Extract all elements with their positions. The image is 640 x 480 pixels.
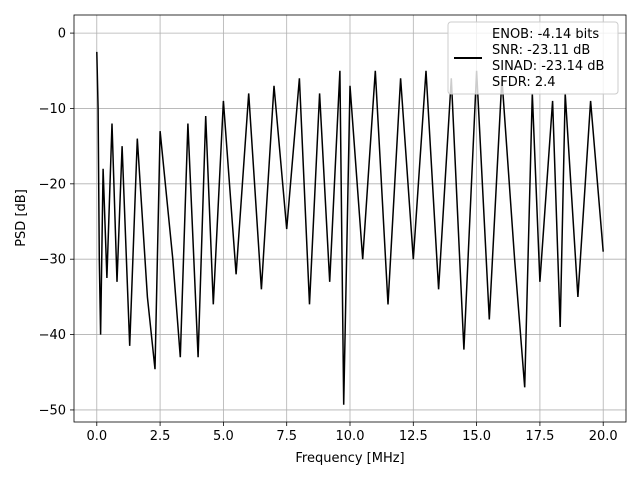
legend-entry-line-1: ENOB: -4.14 bits [492, 27, 599, 42]
y-tick-label: −30 [39, 253, 66, 268]
x-tick-label: 0.0 [86, 429, 107, 444]
legend: ENOB: -4.14 bits SNR: -23.11 dB SINAD: -… [447, 21, 619, 95]
y-tick-label: −20 [39, 177, 66, 192]
psd-trace [96, 51, 604, 405]
x-axis-label: Frequency [MHz] [295, 451, 404, 466]
x-tick-label: 5.0 [213, 429, 234, 444]
x-tick-label: 15.0 [462, 429, 491, 444]
x-tick-label: 17.5 [525, 429, 554, 444]
legend-entry-line-2: SNR: -23.11 dB [492, 43, 590, 58]
y-tick-label: −10 [39, 102, 66, 117]
x-tick-label: 7.5 [276, 429, 297, 444]
y-axis-label: PSD [dB] [14, 189, 29, 247]
y-tick-label: 0 [58, 27, 66, 42]
psd-series-line [96, 51, 604, 405]
x-tick-label: 2.5 [150, 429, 171, 444]
y-tick-label: −40 [39, 328, 66, 343]
x-tick-label: 20.0 [589, 429, 618, 444]
legend-entry-line-3: SINAD: -23.14 dB [492, 59, 604, 74]
x-tick-label: 12.5 [399, 429, 428, 444]
x-tick-label: 10.0 [336, 429, 365, 444]
y-ticks: 0 −10 −20 −30 −40 −50 [39, 27, 74, 418]
legend-box [447, 21, 619, 95]
plot-frame [73, 14, 627, 423]
y-tick-label: −50 [39, 403, 66, 418]
legend-entry-line-4: SFDR: 2.4 [492, 75, 556, 90]
x-ticks: 0.0 2.5 5.0 7.5 10.0 12.5 15.0 17.5 20.0 [86, 422, 618, 444]
